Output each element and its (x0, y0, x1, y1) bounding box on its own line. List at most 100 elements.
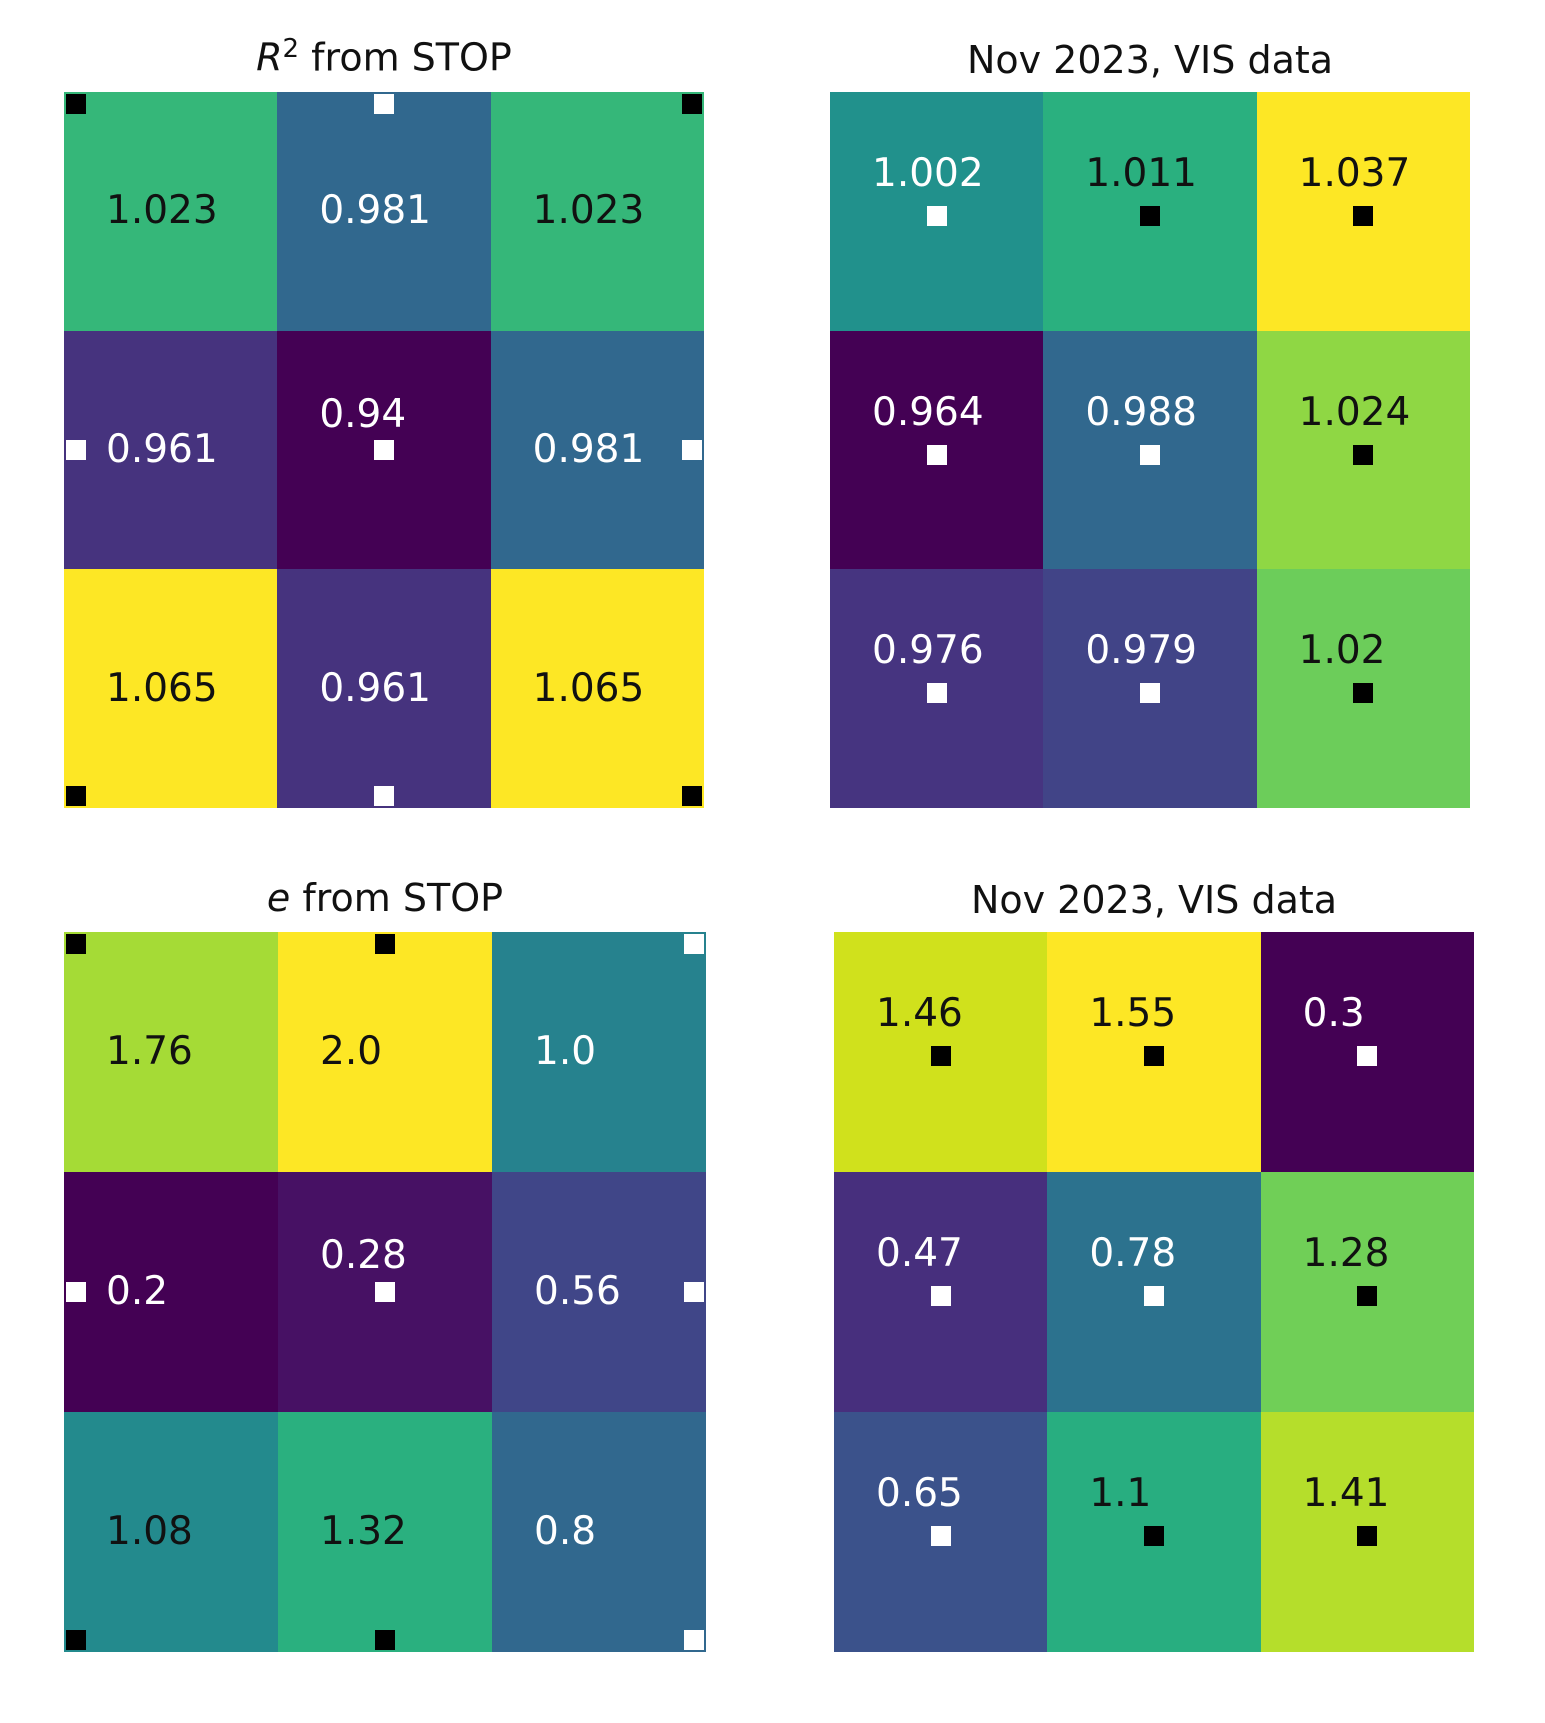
cell-value-label: 2.0 (320, 1029, 383, 1074)
cell-value-label: 1.08 (106, 1509, 193, 1554)
heatmap-r2-stop: 1.023 0.981 1.023 0.961 0.94 0.981 1.065 0.961 1… (64, 92, 704, 808)
heatmap-cell-bottom-left: 0.65 (834, 1412, 1048, 1652)
cell-value-label: 0.979 (1085, 628, 1197, 674)
panel-title-vis-e: Nov 2023, VIS data (834, 878, 1474, 922)
cell-value-label: 1.065 (106, 665, 218, 711)
heatmap-cell-bottom-right: 1.02 (1256, 569, 1470, 808)
cell-value-label: 1.037 (1298, 151, 1411, 196)
heatmap-cell-bottom-left: 1.08 (64, 1412, 278, 1652)
marker-square (1143, 1526, 1164, 1546)
heatmap-cell-middle-left: 0.961 (64, 330, 278, 570)
cell-value-label: 1.011 (1085, 151, 1197, 196)
cell-value-label: 1.002 (872, 151, 984, 196)
heatmap-cell-top-right: 1.0 (492, 932, 706, 1172)
marker-square (1143, 1046, 1164, 1066)
cell-value-label: 0.988 (1085, 389, 1197, 435)
panel-title-vis-r2: Nov 2023, VIS data (830, 38, 1470, 82)
marker-square (373, 94, 394, 114)
cell-value-label: 0.28 (320, 1233, 407, 1278)
heatmap-cell-middle-right: 0.981 (490, 330, 704, 570)
heatmap-cell-top-center: 1.55 (1047, 932, 1261, 1172)
heatmap-r2-vis: 1.002 1.011 1.037 0.964 0.988 1.024 0.976 0.979… (830, 92, 1470, 808)
cell-value-label: 1.76 (106, 1029, 193, 1074)
heatmap-cell-bottom-center: 0.979 (1043, 569, 1257, 808)
heatmap-cell-top-center: 1.011 (1043, 92, 1257, 331)
marker-square (681, 439, 702, 460)
cell-value-label: 0.981 (532, 426, 645, 472)
heatmap-cell-bottom-center: 1.1 (1047, 1412, 1261, 1652)
heatmap-cell-middle-center: 0.94 (277, 330, 491, 570)
heatmap-cell-bottom-center: 0.961 (277, 569, 491, 808)
marker-square (684, 1282, 704, 1302)
cell-value-label: 1.46 (876, 991, 963, 1036)
marker-square (926, 444, 947, 465)
title-rest: Nov 2023, VIS data (966, 38, 1334, 82)
marker-square (1357, 1046, 1378, 1066)
heatmap-cell-top-left: 1.023 (64, 92, 278, 331)
heatmap-cell-bottom-left: 1.065 (64, 569, 278, 808)
cell-value-label: 1.41 (1302, 1471, 1390, 1516)
heatmap-cell-top-right: 0.3 (1260, 932, 1474, 1172)
marker-square (66, 1630, 86, 1650)
heatmap-cell-bottom-center: 1.32 (278, 1412, 492, 1652)
cell-value-label: 0.964 (872, 389, 984, 435)
heatmap-cell-top-center: 2.0 (278, 932, 492, 1172)
marker-square (66, 934, 86, 954)
marker-square (684, 934, 704, 954)
cell-value-label: 0.3 (1302, 991, 1365, 1036)
title-rest: from STOP (290, 876, 504, 920)
marker-square (66, 1282, 86, 1302)
heatmap-e-vis: 1.46 1.55 0.3 0.47 0.78 1.28 0.65 1.1 1.41 (834, 932, 1474, 1652)
cell-value-label: 1.023 (106, 188, 218, 234)
cell-value-label: 0.961 (319, 665, 431, 711)
marker-square (930, 1526, 951, 1546)
marker-square (930, 1286, 951, 1306)
marker-square (926, 206, 947, 226)
cell-value-label: 0.65 (876, 1471, 963, 1516)
heatmap-cell-middle-right: 0.56 (492, 1172, 706, 1412)
marker-square (681, 94, 702, 114)
cell-value-label: 1.28 (1302, 1231, 1390, 1276)
cell-value-label: 0.47 (876, 1231, 963, 1276)
marker-square (375, 934, 395, 954)
cell-value-label: 1.1 (1089, 1471, 1152, 1516)
marker-square (375, 1630, 395, 1650)
heatmap-cell-top-left: 1.002 (830, 92, 1044, 331)
heatmap-cell-top-right: 1.023 (490, 92, 704, 331)
marker-square (1139, 444, 1160, 465)
cell-value-label: 0.2 (106, 1269, 169, 1314)
cell-value-label: 1.32 (320, 1509, 407, 1554)
cell-value-label: 1.55 (1089, 991, 1177, 1036)
heatmap-cell-bottom-left: 0.976 (830, 569, 1044, 808)
heatmap-cell-top-left: 1.46 (834, 932, 1048, 1172)
marker-square (681, 786, 702, 806)
marker-square (1139, 683, 1160, 704)
heatmap-cell-middle-center: 0.988 (1043, 330, 1257, 570)
heatmap-cell-middle-left: 0.964 (830, 330, 1044, 570)
cell-value-label: 1.023 (532, 188, 645, 234)
heatmap-cell-middle-center: 0.28 (278, 1172, 492, 1412)
cell-value-label: 0.8 (534, 1509, 597, 1554)
heatmap-cell-middle-center: 0.78 (1047, 1172, 1261, 1412)
title-rest: from STOP (299, 35, 512, 80)
title-prefix: R (256, 35, 283, 80)
heatmap-cell-top-left: 1.76 (64, 932, 278, 1172)
cell-value-label: 0.961 (106, 426, 218, 472)
marker-square (684, 1630, 704, 1650)
cell-value-label: 1.0 (534, 1029, 597, 1074)
marker-square (1353, 206, 1374, 226)
heatmap-e-stop: 1.76 2.0 1.0 0.2 0.28 0.56 1.08 1.32 0.8 (64, 932, 706, 1652)
marker-square (375, 1282, 395, 1302)
marker-square (1353, 683, 1374, 704)
marker-square (926, 683, 947, 704)
heatmap-cell-top-center: 0.981 (277, 92, 491, 331)
cell-value-label: 0.56 (534, 1269, 621, 1314)
cell-value-label: 0.976 (872, 628, 984, 674)
marker-square (1143, 1286, 1164, 1306)
marker-square (66, 439, 86, 460)
marker-square (66, 786, 86, 806)
cell-value-label: 0.981 (319, 188, 431, 234)
heatmap-cell-top-right: 1.037 (1256, 92, 1470, 331)
heatmap-cell-bottom-right: 1.065 (490, 569, 704, 808)
